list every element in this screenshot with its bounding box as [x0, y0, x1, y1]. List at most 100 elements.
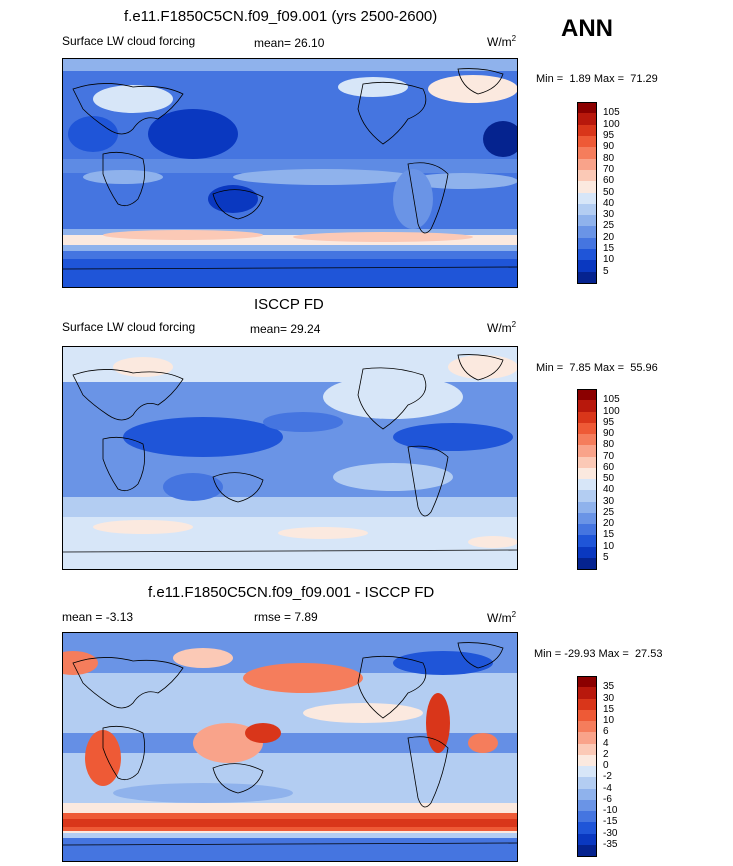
- colorbar-swatch: [577, 434, 597, 446]
- colorbar-tick-label: 80: [603, 152, 615, 164]
- colorbar-tick-label: 105: [603, 394, 620, 406]
- colorbar-swatch: [577, 226, 597, 239]
- colorbar-swatch: [577, 512, 597, 525]
- colorbar-tick-label: 10: [603, 254, 615, 266]
- colorbar-swatch: [577, 732, 597, 744]
- colorbar-tick-label: 50: [603, 473, 615, 484]
- panel-3-field: [63, 633, 517, 861]
- panel-1-minmax: Min = 1.89 Max = 71.29: [536, 73, 658, 85]
- colorbar-swatch: [577, 557, 597, 570]
- colorbar-swatch: [577, 271, 597, 284]
- colorbar-swatch: [577, 698, 597, 711]
- colorbar-tick-label: 25: [603, 506, 615, 518]
- colorbar-tick-label: 60: [603, 175, 615, 187]
- colorbar-swatch: [577, 490, 597, 502]
- colorbar-tick-label: 100: [603, 405, 620, 417]
- panel-1-colorbar: 105 100 95 90 80 70 60 50 40 30 25 20 15 10 5: [577, 102, 647, 284]
- colorbar-tick-label: -2: [603, 771, 612, 783]
- colorbar-swatch: [577, 203, 597, 216]
- panel-1-title: f.e11.F1850C5CN.f09_f09.001 (yrs 2500-26…: [124, 8, 438, 25]
- colorbar-tick-label: 90: [603, 428, 615, 439]
- colorbar-tick-label: 95: [603, 129, 615, 141]
- colorbar-swatch: [577, 687, 597, 699]
- colorbar-tick-label: 30: [603, 692, 615, 704]
- colorbar-tick-label: 30: [603, 209, 615, 221]
- colorbar-tick-label: 70: [603, 450, 615, 462]
- panel-3-title: f.e11.F1850C5CN.f09_f09.001 - ISCCP FD: [148, 584, 435, 601]
- colorbar-tick-label: 40: [603, 197, 615, 209]
- colorbar-swatch: [577, 456, 597, 469]
- colorbar-swatch: [577, 169, 597, 182]
- colorbar-swatch: [577, 546, 597, 559]
- colorbar-tick-label: 30: [603, 495, 615, 507]
- colorbar-tick-label: -35: [603, 838, 618, 850]
- colorbar-swatch: [577, 822, 597, 834]
- colorbar-swatch: [577, 215, 597, 227]
- colorbar-tick-label: 105: [603, 107, 620, 119]
- panel-2-units: W/m2: [487, 320, 517, 335]
- panel-2-map: [62, 346, 518, 570]
- panel-3-map: [62, 632, 518, 862]
- colorbar-swatch: [577, 192, 597, 205]
- colorbar-tick-label: 15: [603, 529, 615, 541]
- colorbar-tick-label: 40: [603, 484, 615, 496]
- colorbar-swatch: [577, 124, 597, 137]
- panel-3-left-label: mean = -3.13: [62, 610, 134, 624]
- colorbar-swatch: [577, 799, 597, 812]
- colorbar-tick-label: 15: [603, 703, 615, 715]
- colorbar-swatch: [577, 833, 597, 846]
- colorbar-swatch: [577, 147, 597, 160]
- colorbar-swatch: [577, 754, 597, 767]
- panel-1-left-label: Surface LW cloud forcing: [62, 34, 196, 48]
- colorbar-tick-label: 70: [603, 163, 615, 175]
- colorbar-swatch: [577, 676, 597, 688]
- colorbar-swatch: [577, 411, 597, 424]
- colorbar-tick-label: -10: [603, 805, 618, 816]
- colorbar-swatch: [577, 113, 597, 126]
- panel-3-colorbar: 35 30 15 10 6 4 2 0 -2 -4 -6 -10 -15 -30 -35: [577, 676, 647, 857]
- colorbar-swatch: [577, 467, 597, 480]
- colorbar-tick-label: 60: [603, 461, 615, 473]
- colorbar-tick-label: 4: [603, 737, 609, 749]
- colorbar-swatch: [577, 777, 597, 789]
- colorbar-swatch: [577, 501, 597, 514]
- colorbar-tick-label: 100: [603, 118, 620, 130]
- colorbar-tick-label: 10: [603, 540, 615, 552]
- colorbar-swatch: [577, 422, 597, 435]
- colorbar-tick-label: 10: [603, 715, 615, 726]
- colorbar-swatch: [577, 237, 597, 250]
- panel-2-left-label: Surface LW cloud forcing: [62, 320, 196, 334]
- colorbar-swatch: [577, 844, 597, 857]
- colorbar-swatch: [577, 524, 597, 536]
- colorbar-swatch: [577, 811, 597, 823]
- colorbar-tick-label: 90: [603, 141, 615, 153]
- colorbar-tick-label: 15: [603, 243, 615, 255]
- panel-1-field: [63, 59, 517, 287]
- colorbar-swatch: [577, 135, 597, 148]
- colorbar-tick-label: 0: [603, 760, 609, 771]
- colorbar-swatch: [577, 102, 597, 114]
- panel-2-title: ISCCP FD: [254, 296, 324, 313]
- colorbar-tick-label: 50: [603, 186, 615, 198]
- colorbar-swatch: [577, 743, 597, 756]
- colorbar-swatch: [577, 709, 597, 722]
- colorbar-tick-label: 20: [603, 231, 615, 243]
- colorbar-tick-label: 6: [603, 726, 609, 738]
- panel-1-units: W/m2: [487, 34, 517, 49]
- colorbar-swatch: [577, 260, 597, 273]
- colorbar-swatch: [577, 249, 597, 261]
- colorbar-tick-label: 5: [603, 265, 609, 277]
- panel-3-rmse: rmse = 7.89: [254, 610, 318, 624]
- panel-1-mean: mean= 26.10: [254, 36, 325, 50]
- panel-2-minmax: Min = 7.85 Max = 55.96: [536, 362, 658, 374]
- colorbar-tick-label: 5: [603, 551, 609, 563]
- colorbar-swatch: [577, 788, 597, 801]
- panel-2-field: [63, 347, 517, 569]
- colorbar-tick-label: 35: [603, 681, 615, 693]
- colorbar-tick-label: 20: [603, 518, 615, 529]
- colorbar-swatch: [577, 535, 597, 547]
- colorbar-tick-label: 95: [603, 416, 615, 428]
- panel-2-mean: mean= 29.24: [250, 322, 321, 336]
- panel-2-colorbar: 105 100 95 90 80 70 60 50 40 30 25 20 15 10 5: [577, 389, 647, 570]
- colorbar-tick-label: 25: [603, 220, 615, 232]
